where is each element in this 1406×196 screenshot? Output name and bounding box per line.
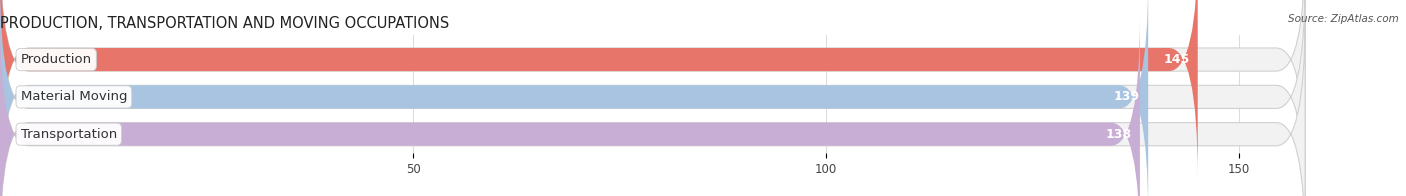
FancyBboxPatch shape xyxy=(0,15,1140,196)
FancyBboxPatch shape xyxy=(0,15,1305,196)
FancyBboxPatch shape xyxy=(0,0,1198,179)
FancyBboxPatch shape xyxy=(0,0,1305,196)
FancyBboxPatch shape xyxy=(0,0,1149,196)
Text: 145: 145 xyxy=(1163,53,1189,66)
FancyBboxPatch shape xyxy=(0,0,1305,179)
Text: 138: 138 xyxy=(1105,128,1132,141)
Text: 139: 139 xyxy=(1114,90,1140,103)
Text: PRODUCTION, TRANSPORTATION AND MOVING OCCUPATIONS: PRODUCTION, TRANSPORTATION AND MOVING OC… xyxy=(0,16,450,31)
Text: Transportation: Transportation xyxy=(21,128,117,141)
Text: Material Moving: Material Moving xyxy=(21,90,127,103)
Text: Source: ZipAtlas.com: Source: ZipAtlas.com xyxy=(1288,14,1399,24)
Text: Production: Production xyxy=(21,53,91,66)
